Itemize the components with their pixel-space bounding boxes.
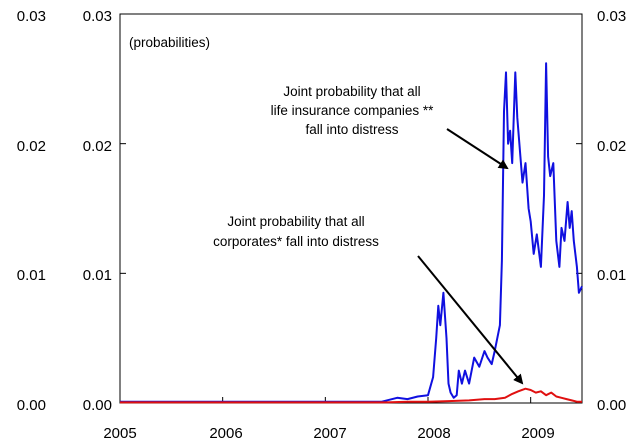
- y-tick-label: 0.01: [83, 267, 112, 284]
- annotation-life-line-1: Joint probability that all: [283, 84, 420, 99]
- right-tick-label: 0.00: [597, 397, 626, 414]
- annotation-life-line-2: life insurance companies **: [271, 103, 435, 118]
- left-outer-tick-label: 0.03: [17, 8, 46, 25]
- panel-label: (probabilities): [129, 35, 210, 50]
- left-outer-tick-label: 0.01: [17, 267, 46, 284]
- right-tick-label: 0.03: [597, 8, 626, 25]
- y-tick-label: 0.02: [83, 138, 112, 155]
- x-tick-label: 2007: [313, 425, 346, 442]
- series-line-corporates: [120, 387, 582, 404]
- annotation-life-line-3: fall into distress: [305, 122, 398, 137]
- series-line-life-insurance: [120, 62, 583, 403]
- y-tick-label: 0.00: [83, 397, 112, 414]
- y-tick-label: 0.03: [83, 8, 112, 25]
- left-outer-tick-label: 0.02: [17, 138, 46, 155]
- x-tick-label: 2005: [103, 425, 136, 442]
- x-tick-label: 2009: [521, 425, 554, 442]
- left-outer-tick-label: 0.00: [17, 397, 46, 414]
- x-tick-label: 2006: [209, 425, 242, 442]
- annotation-corp-arrow: [417, 255, 524, 385]
- right-tick-label: 0.01: [597, 267, 626, 284]
- tick-marks: [119, 13, 582, 404]
- right-tick-label: 0.02: [597, 138, 626, 155]
- annotation-corp-line-2: corporates* fall into distress: [213, 234, 379, 249]
- x-tick-label: 2008: [417, 425, 450, 442]
- annotation-corp-line-1: Joint probability that all: [227, 214, 364, 229]
- annotation-life-arrow: [446, 128, 509, 170]
- plot-frame: [119, 13, 583, 404]
